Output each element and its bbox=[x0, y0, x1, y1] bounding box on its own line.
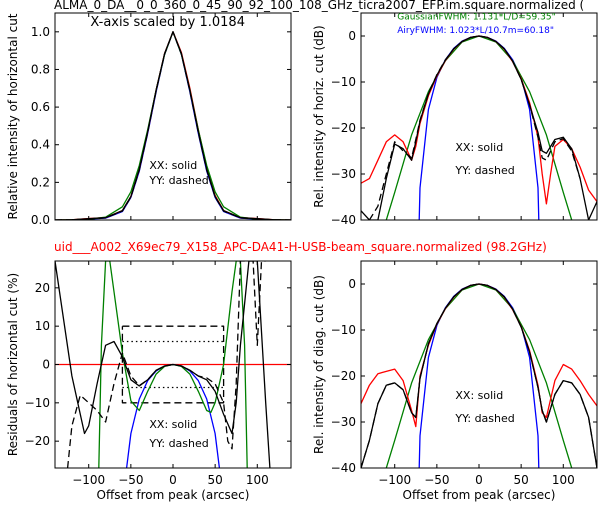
y-axis-label: Relative intensity of horizontal cut bbox=[6, 13, 20, 219]
annotation-text: XX: solid bbox=[455, 389, 503, 402]
series-line-6 bbox=[55, 261, 271, 468]
series-group bbox=[361, 35, 597, 220]
x-tick-label: −100 bbox=[378, 473, 411, 487]
series-line-4 bbox=[368, 35, 581, 220]
x-tick-label: 0 bbox=[169, 473, 177, 487]
x-tick-label: 100 bbox=[246, 473, 269, 487]
series-line-4 bbox=[55, 31, 291, 220]
series-line-1 bbox=[121, 325, 225, 404]
figure-title-mid: uid___A002_X69ec79_X158_APC-DA41-H-USB-b… bbox=[54, 240, 547, 254]
x-axis-label: Offset from peak (arcsec) bbox=[97, 488, 250, 502]
annotation-text: YY: dashed bbox=[148, 437, 208, 450]
x-tick-label: 100 bbox=[552, 473, 575, 487]
y-tick-label: −10 bbox=[25, 396, 50, 410]
y-axis-label: Rel. intensity of diag. cut (dB) bbox=[312, 275, 326, 454]
series-line-4 bbox=[361, 283, 597, 468]
y-tick-label: 0 bbox=[42, 358, 50, 372]
y-tick-label: 20 bbox=[35, 281, 50, 295]
annotation-text: YY: dashed bbox=[148, 174, 208, 187]
y-tick-label: −30 bbox=[331, 415, 356, 429]
annotation-text: YY: dashed bbox=[454, 412, 514, 425]
figure-title-top: ALMA_0_DA__0_0_360_0_45_90_92_100_108_GH… bbox=[54, 0, 584, 12]
annotation-text: AiryFWHM: 1.023*L/10.7m=60.18" bbox=[397, 26, 554, 36]
y-tick-label: −40 bbox=[331, 461, 356, 475]
annotation-text: GaussianFWHM: 1.131*L/D=59.35" bbox=[397, 12, 555, 22]
y-tick-label: −40 bbox=[331, 213, 356, 227]
series-group bbox=[55, 261, 291, 468]
y-tick-label: −10 bbox=[331, 75, 356, 89]
y-tick-label: 0.2 bbox=[31, 175, 50, 189]
series-group bbox=[55, 31, 291, 220]
y-tick-label: 0.8 bbox=[31, 62, 50, 76]
y-tick-label: −20 bbox=[331, 121, 356, 135]
annotation-text: X-axis scaled by 1.0184 bbox=[90, 15, 245, 30]
x-tick-label: −100 bbox=[72, 473, 105, 487]
x-tick-label: 50 bbox=[514, 473, 529, 487]
panels: 0.0 0.2 0.4 0.6 0.8 1.0 Relative intensity of … bbox=[6, 12, 598, 502]
y-tick-label: −10 bbox=[331, 323, 356, 337]
y-axis-label: Rel. intensity of horiz. cut (dB) bbox=[312, 25, 326, 207]
y-axis-label: Residuals of horizontal cut (%) bbox=[6, 273, 20, 456]
chart-top-left: 0.0 0.2 0.4 0.6 0.8 1.0 Relative intensity of … bbox=[6, 12, 292, 227]
y-tick-label: 0 bbox=[348, 29, 356, 43]
y-tick-label: 0 bbox=[348, 277, 356, 291]
series-line-7 bbox=[66, 261, 266, 468]
x-tick-label: 0 bbox=[475, 473, 483, 487]
x-axis-label: Offset from peak (arcsec) bbox=[403, 488, 556, 502]
annotation-text: XX: solid bbox=[455, 141, 503, 154]
y-tick-label: 1.0 bbox=[31, 25, 50, 39]
x-tick-label: 50 bbox=[208, 473, 223, 487]
y-tick-label: 0.0 bbox=[31, 213, 50, 227]
y-tick-label: −20 bbox=[331, 369, 356, 383]
y-tick-label: −20 bbox=[25, 434, 50, 448]
annotation-text: XX: solid bbox=[149, 159, 197, 172]
annotation-text: YY: dashed bbox=[454, 164, 514, 177]
y-tick-label: 0.4 bbox=[31, 138, 50, 152]
y-tick-label: 10 bbox=[35, 319, 50, 333]
y-tick-label: 0.6 bbox=[31, 100, 50, 114]
y-tick-label: −30 bbox=[331, 167, 356, 181]
x-tick-label: −50 bbox=[118, 473, 143, 487]
x-tick-label: −50 bbox=[424, 473, 449, 487]
series-group bbox=[361, 283, 597, 468]
chart-top-right: −40 −30 −20 −10 0 Rel. intensity of horiz. cu… bbox=[312, 12, 598, 227]
annotation-text: XX: solid bbox=[149, 418, 197, 431]
